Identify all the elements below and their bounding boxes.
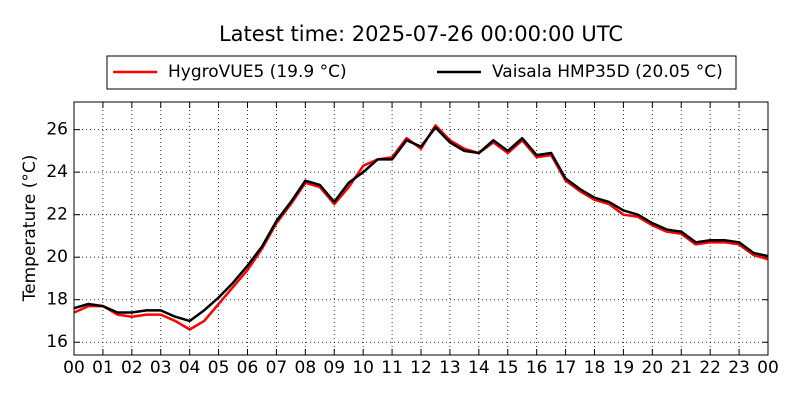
x-tick-label: 08: [295, 358, 317, 378]
y-tick-label: 16: [46, 332, 68, 352]
x-tick-label: 04: [179, 358, 201, 378]
x-tick-label: 15: [497, 358, 519, 378]
y-tick-label: 22: [46, 205, 68, 225]
y-tick-label: 20: [46, 247, 68, 267]
legend-box: [106, 55, 737, 90]
x-tick-label: 23: [728, 358, 750, 378]
y-axis-label: Temperature (°C): [20, 155, 40, 303]
x-tick-label: 13: [439, 358, 461, 378]
x-tick-label: 22: [699, 358, 721, 378]
x-tick-label: 06: [237, 358, 259, 378]
x-tick-label: 12: [410, 358, 432, 378]
x-tick-label: 14: [468, 358, 490, 378]
x-tick-label: 20: [642, 358, 664, 378]
x-tick-label: 07: [266, 358, 288, 378]
x-tick-label: 11: [381, 358, 403, 378]
chart-title: Latest time: 2025-07-26 00:00:00 UTC: [219, 22, 623, 46]
line-series: [73, 124, 769, 331]
x-tick-label: 00: [757, 358, 779, 378]
plot-frame: [73, 101, 769, 356]
x-tick-label: 10: [352, 358, 374, 378]
x-tick-label: 01: [92, 358, 114, 378]
x-tick-label: 09: [323, 358, 345, 378]
x-tick-label: 19: [613, 358, 635, 378]
x-tick-label: 21: [670, 358, 692, 378]
line-series: [73, 126, 769, 323]
y-tick-label: 18: [46, 290, 68, 310]
x-tick-label: 16: [526, 358, 548, 378]
y-tick-label: 24: [46, 162, 68, 182]
x-tick-label: 18: [584, 358, 606, 378]
x-tick-label: 17: [555, 358, 577, 378]
y-tick-label: 26: [46, 120, 68, 140]
x-tick-label: 02: [121, 358, 143, 378]
x-tick-label: 00: [63, 358, 85, 378]
x-tick-label: 05: [208, 358, 230, 378]
legend-label: HygroVUE5 (19.9 °C): [168, 62, 347, 82]
x-tick-label: 03: [150, 358, 172, 378]
legend-label: Vaisala HMP35D (20.05 °C): [492, 62, 723, 82]
